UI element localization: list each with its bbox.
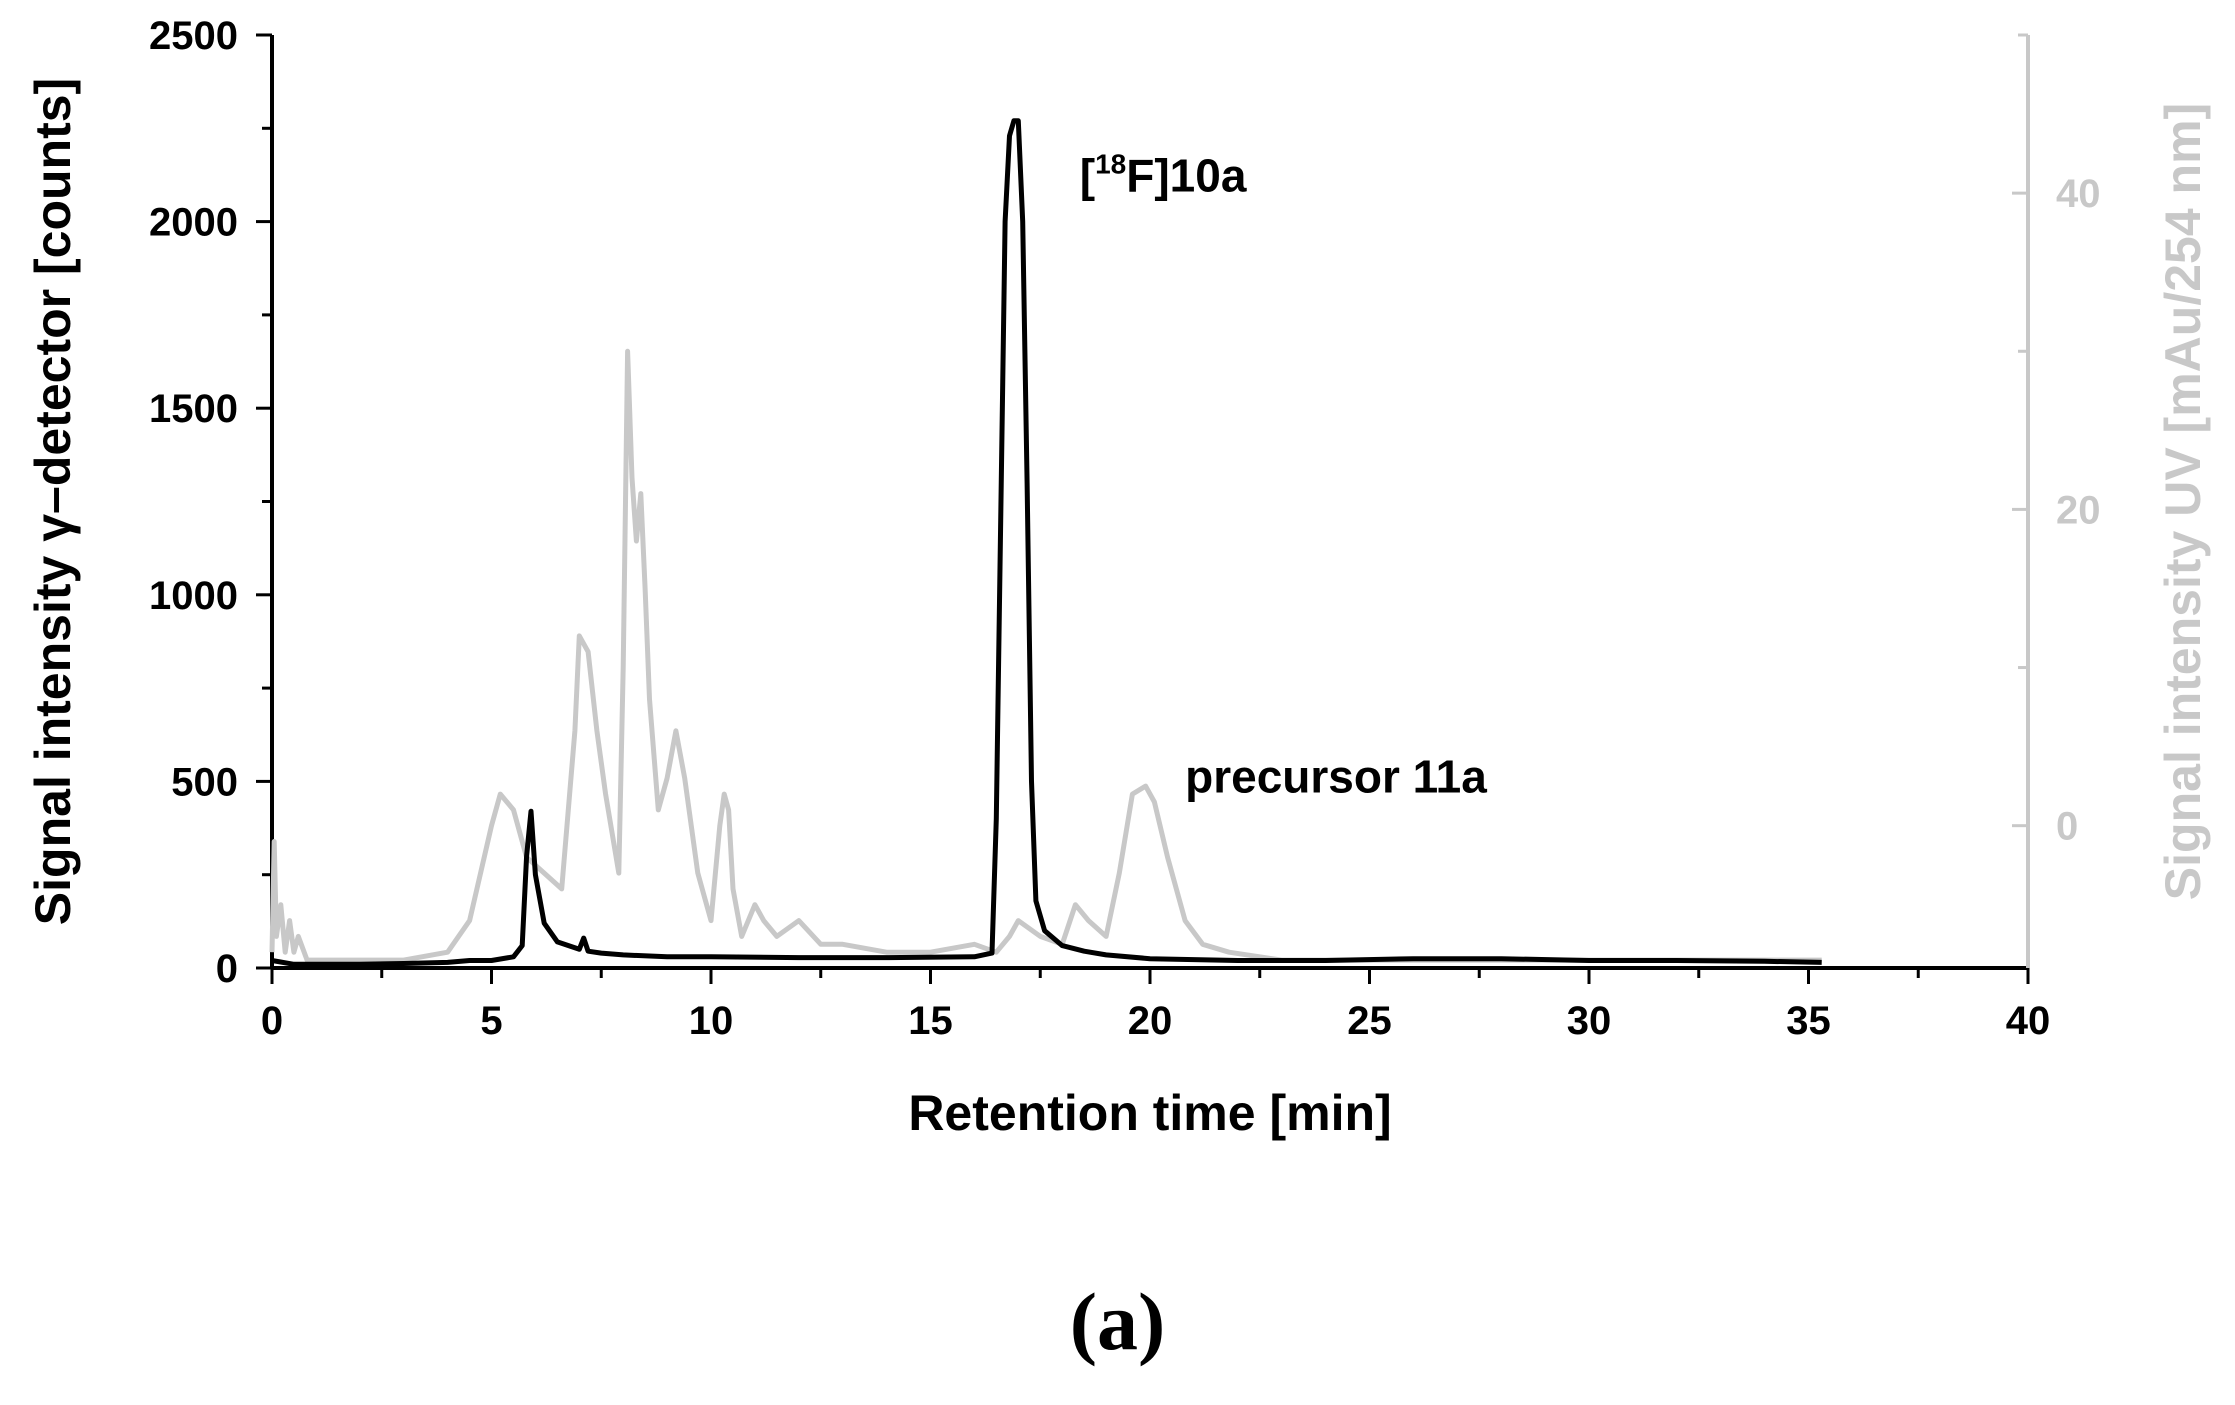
precursor-peak-annotation: precursor 11a (1185, 751, 1487, 803)
x-tick-label: 30 (1567, 999, 1612, 1043)
y-tick-label: 2000 (149, 201, 238, 245)
axes-layer: 0 5 10 15 20 25 30 35 40 0 500 1000 1500 2000 2500 0 20 4… (149, 14, 2100, 1043)
uv-trace-line (269, 348, 1822, 963)
product-prefix: [ (1080, 150, 1095, 202)
y-tick-label: 500 (171, 760, 238, 804)
y-tick-label: 1000 (149, 574, 238, 618)
y2-tick-label: 40 (2056, 172, 2101, 216)
y2-tick-label: 20 (2056, 488, 2101, 532)
x-tick-label: 10 (689, 999, 734, 1043)
x-tick-label: 25 (1347, 999, 1392, 1043)
y-axis-title: Signal intensity γ–detector [counts] (25, 78, 81, 925)
chromatogram-chart: 0 5 10 15 20 25 30 35 40 0 500 1000 1500 2000 2500 0 20 4… (25, 14, 2211, 1141)
product-superscript: 18 (1095, 149, 1126, 180)
product-suffix: F]10a (1126, 150, 1247, 202)
y-tick-label: 0 (216, 947, 238, 991)
product-peak-annotation: [18F]10a (1080, 149, 1247, 202)
y-tick-label: 1500 (149, 387, 238, 431)
labels-layer: Retention time [min] Signal intensity γ–… (25, 78, 2211, 1141)
x-tick-label: 40 (2006, 999, 2051, 1043)
x-tick-label: 0 (261, 999, 283, 1043)
series-layer (269, 118, 1822, 967)
x-axis-title: Retention time [min] (908, 1085, 1391, 1141)
y2-tick-label: 0 (2056, 805, 2078, 849)
panel-label: (a) (1069, 1276, 1166, 1367)
gamma-trace-line (271, 118, 1822, 967)
y-tick-label: 2500 (149, 14, 238, 58)
x-tick-label: 35 (1786, 999, 1831, 1043)
x-tick-label: 15 (908, 999, 953, 1043)
x-tick-label: 20 (1128, 999, 1173, 1043)
x-tick-label: 5 (480, 999, 502, 1043)
y2-axis-title: Signal intensity UV [mAu/254 nm] (2155, 103, 2211, 900)
